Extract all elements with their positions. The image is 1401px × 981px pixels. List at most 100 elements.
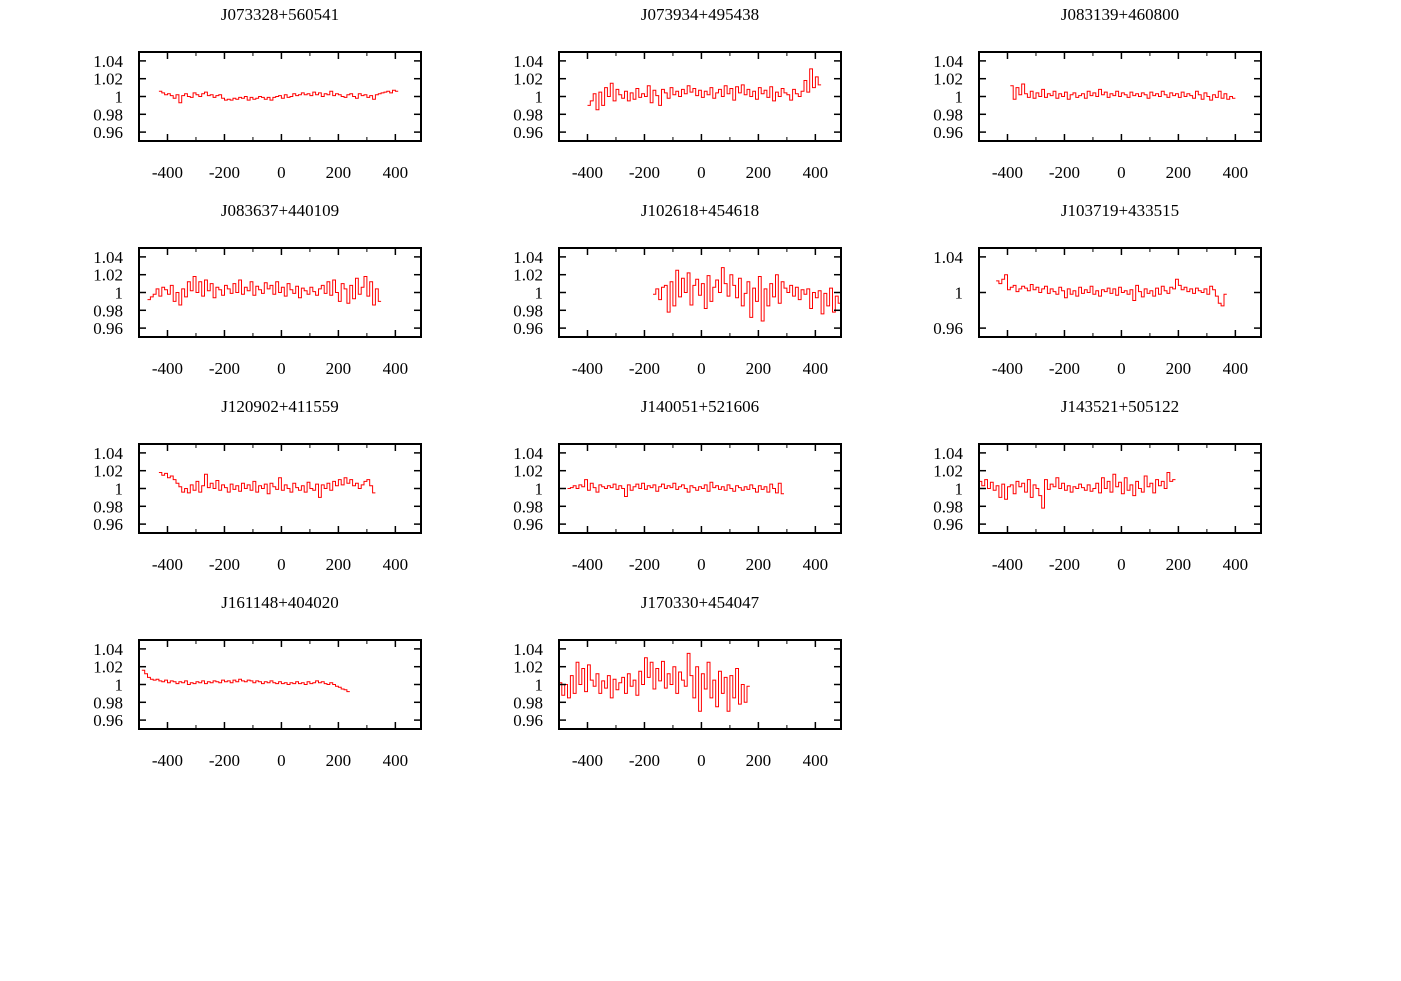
x-tick-label: -400	[992, 163, 1023, 182]
x-tick-label: -200	[209, 163, 240, 182]
x-tick-label: -400	[572, 751, 603, 770]
y-tick-label: 1.02	[513, 658, 543, 677]
x-tick-label: 200	[326, 751, 352, 770]
x-tick-label: -400	[992, 359, 1023, 378]
panel-J161148+404020: J161148+404020-400 -200 0 200 4000.960.9811.…	[93, 593, 422, 770]
y-tick-label: 0.96	[93, 319, 123, 338]
x-tick-label: 400	[383, 555, 409, 574]
x-tick-label: 200	[746, 555, 772, 574]
y-tick-label: 0.98	[93, 693, 123, 712]
panel-J102618+454618: J102618+454618-400 -200 0 200 4000.960.9811.…	[513, 201, 842, 378]
panel-title: J083637+440109	[221, 201, 339, 220]
y-tick-label: 0.98	[93, 105, 123, 124]
series-line-0	[653, 267, 841, 322]
y-tick-label: 0.96	[93, 711, 123, 730]
x-tick-label: -400	[572, 555, 603, 574]
x-tick-label: -400	[152, 751, 183, 770]
plot-frame	[978, 247, 1262, 338]
panel-J120902+411559: J120902+411559-400 -200 0 200 4000.960.9811.…	[93, 397, 422, 574]
series-line-0	[147, 276, 382, 306]
y-tick-label: 0.96	[933, 319, 963, 338]
y-tick-label: 1.02	[93, 266, 123, 285]
x-tick-label: -200	[629, 555, 660, 574]
y-tick-label: 1.02	[513, 70, 543, 89]
y-tick-label: 0.96	[513, 123, 543, 142]
x-tick-label: 200	[746, 163, 772, 182]
x-tick-label: -400	[572, 359, 603, 378]
y-tick-label: 1	[115, 284, 124, 303]
x-tick-label: 200	[1166, 555, 1192, 574]
y-tick-label: 1	[115, 480, 124, 499]
y-tick-label: 1.02	[933, 70, 963, 89]
series-line-0	[996, 274, 1227, 307]
x-tick-label: 0	[277, 751, 286, 770]
y-tick-label: 0.96	[933, 123, 963, 142]
x-tick-label: 0	[697, 751, 706, 770]
y-tick-label: 1.02	[93, 658, 123, 677]
y-tick-label: 1.04	[93, 640, 123, 659]
x-tick-label: 400	[803, 555, 829, 574]
y-tick-label: 0.96	[93, 123, 123, 142]
y-tick-label: 1	[535, 676, 544, 695]
y-tick-label: 1.04	[93, 248, 123, 267]
y-tick-label: 1.04	[93, 444, 123, 463]
x-tick-label: 400	[383, 163, 409, 182]
x-tick-label: 0	[1117, 163, 1126, 182]
x-tick-label: -200	[1049, 555, 1080, 574]
x-tick-label: 200	[746, 751, 772, 770]
y-tick-label: 1.04	[513, 248, 543, 267]
panel-J103719+433515: J103719+433515 -400 -200 0 200 400 0.96 1 1.04	[933, 201, 1262, 378]
x-tick-label: -200	[629, 751, 660, 770]
x-tick-label: 400	[1223, 163, 1249, 182]
x-tick-label: -400	[992, 555, 1023, 574]
panel-title: J120902+411559	[221, 397, 339, 416]
x-tick-label: 0	[697, 359, 706, 378]
panel-title: J143521+505122	[1061, 397, 1179, 416]
y-tick-label: 1.04	[93, 52, 123, 71]
x-tick-label: -400	[572, 163, 603, 182]
panel-title: J102618+454618	[641, 201, 759, 220]
y-tick-label: 0.98	[93, 301, 123, 320]
y-tick-label: 0.98	[513, 105, 543, 124]
panel-title: J140051+521606	[641, 397, 759, 416]
x-tick-label: 200	[326, 359, 352, 378]
x-tick-label: 0	[697, 163, 706, 182]
panel-J170330+454047: J170330+454047-400 -200 0 200 4000.960.9811.…	[513, 593, 842, 770]
x-tick-label: 400	[1223, 555, 1249, 574]
panel-title: J073328+560541	[221, 5, 339, 24]
x-tick-label: -200	[1049, 163, 1080, 182]
x-tick-label: -200	[209, 751, 240, 770]
panel-title: J073934+495438	[641, 5, 759, 24]
panel-title: J083139+460800	[1061, 5, 1179, 24]
y-tick-label: 0.98	[933, 105, 963, 124]
y-tick-label: 1.04	[513, 640, 543, 659]
series-line-0	[158, 472, 376, 498]
panel-J083637+440109: J083637+440109-400 -200 0 200 4000.960.9811.…	[93, 201, 422, 378]
y-tick-label: 1	[115, 88, 124, 107]
x-tick-label: 0	[1117, 359, 1126, 378]
y-tick-label: 1.04	[933, 444, 963, 463]
y-tick-label: 1	[535, 284, 544, 303]
series-line-0	[559, 652, 750, 712]
x-tick-label: 400	[383, 359, 409, 378]
x-tick-label: 0	[1117, 555, 1126, 574]
y-tick-label: 0.98	[93, 497, 123, 516]
panel-J140051+521606: J140051+521606-400 -200 0 200 4000.960.9811.…	[513, 397, 842, 574]
x-tick-label: 400	[803, 359, 829, 378]
x-tick-label: 400	[383, 751, 409, 770]
y-tick-label: 0.96	[513, 319, 543, 338]
x-tick-label: 400	[803, 751, 829, 770]
y-tick-label: 1.02	[513, 462, 543, 481]
y-tick-label: 1.04	[513, 444, 543, 463]
panel-J073328+560541: J073328+560541-400 -200 0 200 4000.960.9811.…	[93, 5, 422, 182]
panel-title: J103719+433515	[1061, 201, 1179, 220]
x-tick-label: 200	[1166, 163, 1192, 182]
series-line-0	[141, 669, 350, 693]
x-tick-label: 200	[746, 359, 772, 378]
y-tick-label: 0.98	[513, 301, 543, 320]
plot-frame	[558, 443, 842, 534]
x-tick-label: 0	[277, 555, 286, 574]
y-tick-label: 1	[535, 480, 544, 499]
plot-frame	[138, 639, 422, 730]
